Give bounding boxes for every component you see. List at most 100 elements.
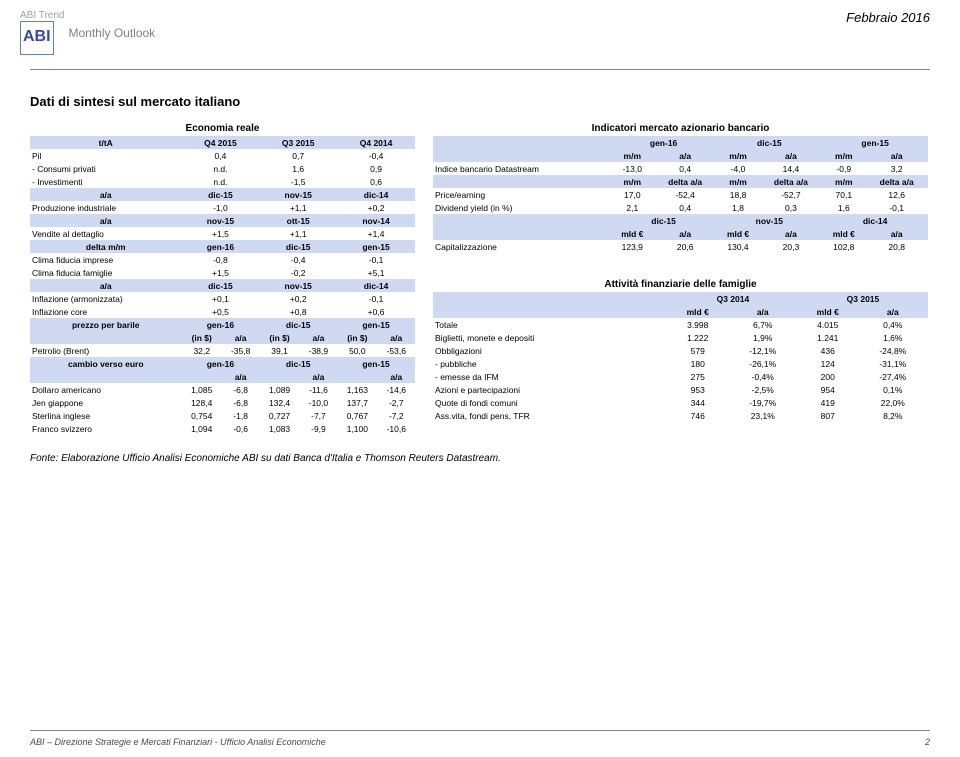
hdr: mld € [798,305,858,318]
table-header-row: delta m/mgen-16dic-15gen-15 [30,240,415,253]
hdr: mld € [822,227,865,240]
cell: 1,100 [337,422,377,435]
row-label: Inflazione (armonizzata) [30,292,182,305]
hdr: a/a [30,279,182,292]
cell: 807 [798,409,858,422]
economia-reale-table: t/tA Q4 2015 Q3 2015 Q4 2014 Pil0,40,7-0… [30,136,415,435]
table-row: Indice bancario Datastream-13,00,4-4,014… [433,162,928,175]
hdr: gen-15 [337,240,415,253]
table-row: Franco svizzero1,094-0,61,083-9,91,100-1… [30,422,415,435]
hdr: prezzo per barile [30,318,182,331]
cell: 1,085 [182,383,222,396]
hdr: a/a [728,305,798,318]
table-header-row: cambio verso eurogen-16dic-15gen-15 [30,357,415,370]
cell: 1.222 [668,331,728,344]
cell: 4.015 [798,318,858,331]
cell: +1,4 [337,227,415,240]
table-row: Biglietti, monete e depositi1.2221,9%1.2… [433,331,928,344]
hdr: dic-14 [822,214,928,227]
brand-line: Monthly Outlook [68,26,155,40]
cell: +1,1 [259,227,337,240]
table-row: Quote di fondi comuni344-19,7%41922,0% [433,396,928,409]
cell: 132,4 [259,396,299,409]
hdr: a/a [865,149,928,162]
hdr: a/a [300,370,337,383]
cell: 0,727 [259,409,299,422]
cell: 746 [668,409,728,422]
hdr-empty [433,227,611,240]
row-label: Vendite al dettaglio [30,227,182,240]
hdr: ott-15 [259,214,337,227]
page-header: ABI Trend ABI Monthly Outlook Febbraio 2… [30,10,930,70]
cell: -11,6 [300,383,337,396]
hdr: delta m/m [30,240,182,253]
cell: -0,8 [182,253,260,266]
cell: 23,1% [728,409,798,422]
hdr: (in $) [337,331,377,344]
cell: -14,6 [378,383,415,396]
cell: 0,4 [654,201,717,214]
table-row: - Consumi privatin.d.1,60,9 [30,162,415,175]
table-header-row: Q3 2014Q3 2015 [433,292,928,305]
hdr: dic-15 [716,136,822,149]
cell: 102,8 [822,240,865,253]
cell: 3.998 [668,318,728,331]
row-label: Price/earning [433,188,611,201]
cell: 14,4 [760,162,823,175]
cell: 200 [798,370,858,383]
cell: 0,6 [337,175,415,188]
table-header-row: a/anov-15ott-15nov-14 [30,214,415,227]
row-label: Totale [433,318,668,331]
cell: 1,6 [822,201,865,214]
hdr: dic-15 [611,214,717,227]
hdr: m/m [611,175,654,188]
cell: -52,7 [760,188,823,201]
row-label: Dollaro americano [30,383,182,396]
cell: 419 [798,396,858,409]
hdr: Q4 2015 [182,136,260,149]
cell: -9,9 [300,422,337,435]
page-footer: ABI – Direzione Strategie e Mercati Fina… [30,730,930,747]
cell: -2,7 [378,396,415,409]
row-label: - pubbliche [433,357,668,370]
hdr: a/a [760,149,823,162]
hdr: m/m [822,175,865,188]
cell: 954 [798,383,858,396]
table-header-row: a/adic-15nov-15dic-14 [30,279,415,292]
logo-icon: ABI [20,21,54,55]
cell: 0,754 [182,409,222,422]
cell: 1.241 [798,331,858,344]
cell: -10,0 [300,396,337,409]
cell: 1,9% [728,331,798,344]
table-row: Dividend yield (in %)2,10,41,80,31,6-0,1 [433,201,928,214]
hdr: nov-15 [259,279,337,292]
hdr-empty [433,175,611,188]
cell: +0,1 [182,292,260,305]
cell: -4,0 [716,162,759,175]
row-label: Petrolio (Brent) [30,344,182,357]
brand-small-text: ABI Trend [20,10,64,21]
hdr: a/a [30,214,182,227]
row-label: - Investimenti [30,175,182,188]
cell: +0,2 [259,292,337,305]
cell: +1,5 [182,266,260,279]
cell: 180 [668,357,728,370]
cell: -0,9 [822,162,865,175]
table-header-row: m/mdelta a/am/mdelta a/am/mdelta a/a [433,175,928,188]
cell: 0,9 [337,162,415,175]
hdr-empty [433,305,668,318]
hdr: Q3 2014 [668,292,798,305]
cell: -38,9 [300,344,337,357]
cell: -12,1% [728,344,798,357]
cell: 123,9 [611,240,654,253]
hdr: dic-15 [259,318,337,331]
table-row: Sterlina inglese0,754-1,80,727-7,70,767-… [30,409,415,422]
hdr-empty [259,370,299,383]
cell: -6,8 [222,383,259,396]
cell: 1,083 [259,422,299,435]
indicatori-table: gen-16dic-15gen-15 m/ma/am/ma/am/ma/a In… [433,136,928,253]
hdr-empty [433,136,611,149]
cell: 0,7 [259,149,337,162]
hdr: m/m [716,175,759,188]
cell: 1,6% [858,331,928,344]
